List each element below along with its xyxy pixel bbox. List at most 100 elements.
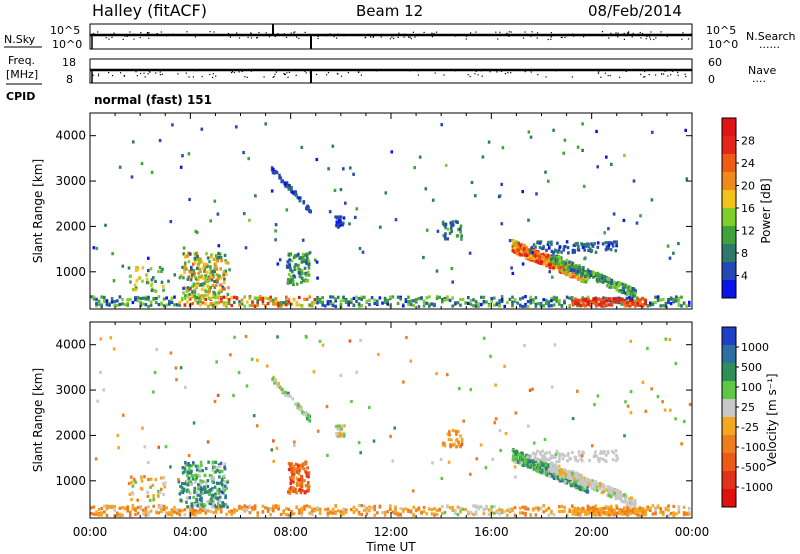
echo-cell bbox=[580, 276, 584, 280]
echo-cell bbox=[194, 478, 197, 482]
nsky-dot bbox=[129, 31, 131, 33]
echo-cell bbox=[412, 513, 415, 517]
echo-cell bbox=[524, 505, 527, 509]
echo-cell bbox=[189, 286, 192, 290]
nave-dot bbox=[177, 73, 179, 75]
echo-cell bbox=[281, 387, 284, 392]
colorbar-tick-label: -100 bbox=[741, 441, 766, 454]
colorbar-tick-label: -25 bbox=[741, 421, 759, 434]
echo-cell bbox=[584, 509, 588, 513]
echo-cell bbox=[129, 510, 132, 514]
echo-cell bbox=[291, 489, 295, 493]
nsky-dot bbox=[526, 33, 528, 35]
echo-cell bbox=[116, 299, 119, 303]
echo-cell bbox=[144, 297, 148, 301]
echo-cell bbox=[195, 499, 199, 503]
echo-cell bbox=[130, 498, 133, 502]
nsky-dot bbox=[122, 38, 124, 40]
nave-dot bbox=[337, 73, 339, 75]
colorbar-segment bbox=[722, 417, 736, 436]
y-tick-label: 4000 bbox=[55, 338, 86, 352]
echo-cell bbox=[603, 275, 606, 279]
echo-cell bbox=[217, 293, 220, 297]
echo-cell bbox=[675, 295, 678, 299]
echo-cell bbox=[162, 297, 166, 301]
echo-cell bbox=[579, 511, 582, 515]
nave-dot bbox=[233, 71, 235, 74]
echo-cell bbox=[659, 510, 662, 514]
colorbar-segment bbox=[722, 435, 736, 454]
echo-cell bbox=[560, 250, 563, 254]
echo-cell bbox=[216, 278, 219, 283]
echo-cell bbox=[303, 462, 306, 466]
echo-cell bbox=[229, 353, 232, 357]
echo-cell bbox=[460, 442, 464, 447]
echo-cell bbox=[682, 301, 686, 305]
echo-cell bbox=[129, 514, 132, 518]
echo-cell bbox=[617, 489, 621, 493]
echo-cell bbox=[248, 511, 252, 515]
echo-cell bbox=[168, 302, 171, 306]
echo-cell bbox=[633, 294, 637, 298]
echo-cell bbox=[662, 513, 665, 517]
echo-cell bbox=[578, 513, 582, 518]
echo-cell bbox=[292, 274, 296, 278]
echo-cell bbox=[649, 506, 652, 510]
echo-cell bbox=[610, 301, 614, 305]
echo-cell bbox=[540, 457, 544, 461]
echo-cell bbox=[553, 263, 557, 267]
echo-cell bbox=[551, 260, 555, 264]
echo-cell bbox=[557, 452, 561, 456]
echo-cell bbox=[586, 295, 590, 299]
echo-cell bbox=[147, 269, 150, 273]
echo-cell bbox=[209, 301, 213, 306]
echo-cell bbox=[121, 302, 124, 306]
echo-cell bbox=[418, 155, 422, 159]
echo-cell bbox=[611, 242, 614, 246]
echo-cell bbox=[636, 511, 639, 515]
colorbar-segment bbox=[722, 118, 736, 137]
echo-cell bbox=[485, 507, 488, 511]
echo-cell bbox=[295, 470, 298, 474]
echo-cell bbox=[615, 511, 619, 515]
echo-cell bbox=[173, 273, 177, 277]
nave-dot bbox=[477, 74, 479, 76]
echo-cell bbox=[611, 449, 614, 453]
echo-cell bbox=[183, 488, 186, 492]
nsky-dot bbox=[380, 36, 382, 38]
echo-cell bbox=[217, 244, 221, 248]
echo-cell bbox=[593, 242, 596, 246]
echo-cell bbox=[348, 339, 352, 343]
echo-cell bbox=[162, 508, 166, 512]
echo-cell bbox=[224, 496, 227, 500]
echo-cell bbox=[279, 302, 283, 306]
echo-cell bbox=[147, 297, 150, 302]
echo-cell bbox=[182, 286, 185, 290]
nsky-dot bbox=[566, 35, 568, 37]
echo-cell bbox=[611, 493, 615, 497]
echo-cell bbox=[223, 480, 226, 484]
nave-dot bbox=[131, 69, 134, 71]
echo-cell bbox=[224, 259, 227, 263]
echo-cell bbox=[131, 506, 135, 511]
echo-cell bbox=[373, 298, 376, 302]
echo-cell bbox=[459, 506, 462, 510]
echo-cell bbox=[574, 485, 578, 489]
echo-cell bbox=[433, 513, 436, 517]
nave-dot bbox=[664, 70, 666, 72]
nsky-dot bbox=[631, 36, 633, 38]
echo-cell bbox=[540, 470, 544, 474]
echo-cell bbox=[680, 304, 683, 308]
echo-cell bbox=[534, 452, 538, 456]
echo-cell bbox=[145, 277, 149, 281]
echo-cell bbox=[103, 510, 106, 514]
echo-cell bbox=[194, 513, 197, 517]
echo-cell bbox=[629, 411, 633, 415]
nsky-dot bbox=[166, 35, 168, 37]
echo-cell bbox=[615, 282, 618, 286]
echo-cell bbox=[440, 123, 443, 127]
echo-cell bbox=[516, 245, 520, 249]
echo-cell bbox=[276, 335, 279, 339]
echo-cell bbox=[513, 513, 517, 517]
cpid-label: CPID bbox=[6, 90, 35, 103]
